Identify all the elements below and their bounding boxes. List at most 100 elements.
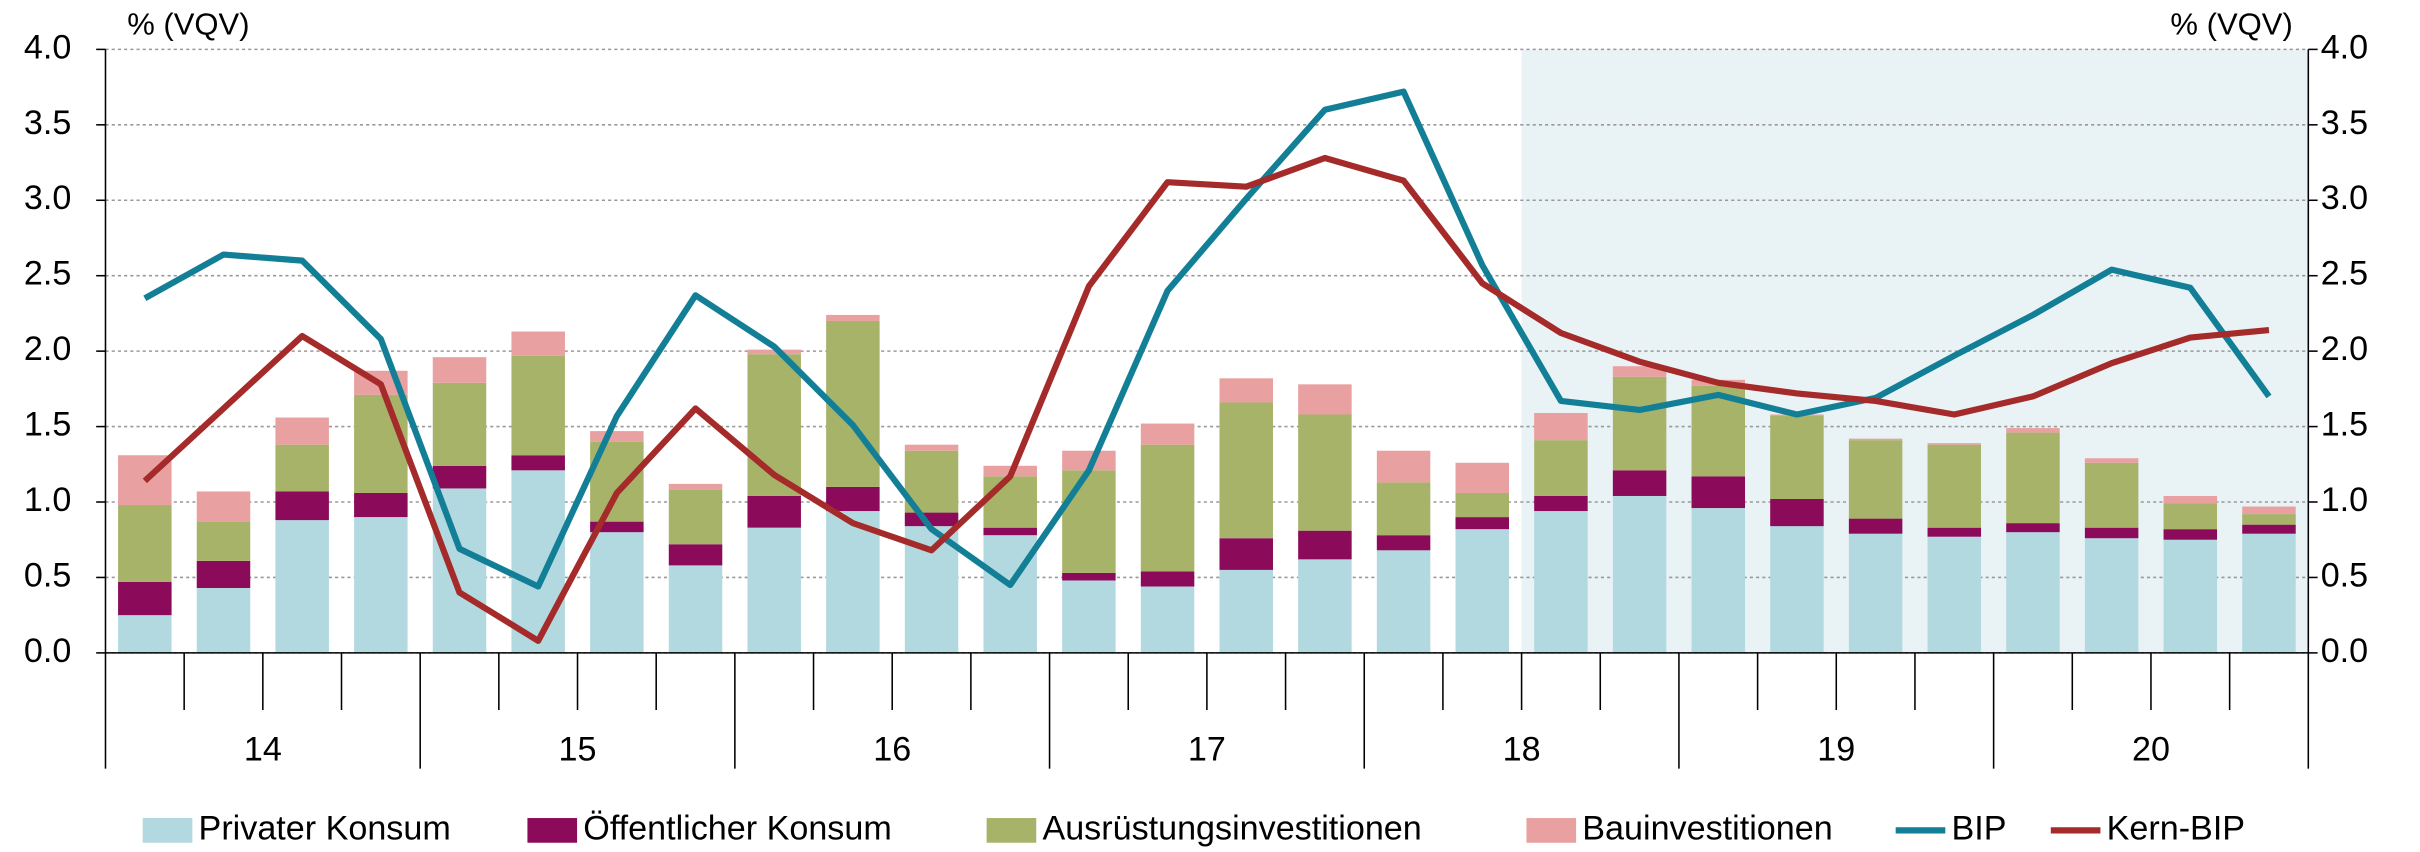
x-group-label: 16 bbox=[873, 731, 911, 769]
bar-segment bbox=[432, 465, 487, 489]
bar-segment bbox=[590, 532, 644, 653]
bar-segment bbox=[1062, 450, 1116, 471]
y2-tick-label: 4.0 bbox=[2321, 28, 2368, 66]
bar-segment bbox=[1848, 438, 1903, 441]
y-tick-label: 4.0 bbox=[24, 28, 71, 66]
bar-segment bbox=[118, 581, 172, 616]
y-tick-label: 3.0 bbox=[24, 179, 71, 217]
bar-segment bbox=[1219, 402, 1273, 539]
bar-segment bbox=[1612, 470, 1667, 496]
bar-segment bbox=[2242, 514, 2296, 525]
bar-segment bbox=[2006, 532, 2060, 653]
bar-segment bbox=[2163, 495, 2218, 504]
bar-segment bbox=[747, 527, 801, 653]
bar-segment bbox=[1691, 508, 1746, 653]
bar-segment bbox=[196, 560, 251, 589]
bar-segment bbox=[1298, 384, 1352, 415]
bar-segment bbox=[118, 505, 172, 582]
y2-tick-label: 2.0 bbox=[2321, 330, 2368, 368]
bar-segment bbox=[1376, 450, 1431, 483]
y2-tick-label: 3.5 bbox=[2321, 104, 2368, 142]
legend-label: Kern-BIP bbox=[2107, 809, 2245, 847]
bar-segment bbox=[2163, 529, 2218, 540]
bar-segment bbox=[511, 455, 565, 471]
y2-tick-label: 0.5 bbox=[2321, 556, 2368, 594]
legend-swatch bbox=[1526, 818, 1577, 843]
y2-tick-label: 1.0 bbox=[2321, 481, 2368, 519]
bar-segment bbox=[1140, 586, 1195, 653]
bar-segment bbox=[826, 314, 880, 321]
bar-segment bbox=[1848, 440, 1903, 519]
y2-tick-label: 0.0 bbox=[2321, 632, 2368, 670]
x-group-label: 14 bbox=[244, 731, 282, 769]
bar-segment bbox=[1455, 529, 1509, 653]
bar-segment bbox=[1455, 517, 1509, 530]
bar-segment bbox=[196, 521, 251, 561]
line-series bbox=[142, 154, 2270, 644]
bar-segment bbox=[1298, 414, 1352, 531]
y2-tick-label: 3.0 bbox=[2321, 179, 2368, 217]
bar-segment bbox=[1455, 462, 1509, 493]
bar-segment bbox=[1062, 572, 1116, 581]
bar-segment bbox=[354, 517, 408, 653]
bar-segment bbox=[1455, 492, 1509, 518]
bar-segment bbox=[747, 349, 801, 355]
bar-segment bbox=[668, 565, 723, 653]
x-group-label: 20 bbox=[2132, 731, 2170, 769]
bar-segment bbox=[1219, 378, 1273, 403]
bar-segment bbox=[983, 476, 1037, 528]
bar-segment bbox=[354, 394, 408, 493]
legend-label: Öffentlicher Konsum bbox=[583, 809, 891, 847]
bar-segment bbox=[1770, 526, 1824, 653]
bar-segment bbox=[1140, 423, 1195, 445]
bar-segment bbox=[1848, 533, 1903, 653]
bar-segment bbox=[1612, 376, 1667, 471]
legend-label: Bauinvestitionen bbox=[1582, 809, 1832, 847]
y2-axis-label: % (VQV) bbox=[2170, 6, 2292, 41]
bar-segment bbox=[2242, 506, 2296, 515]
bar-segment bbox=[2242, 533, 2296, 653]
bar-segment bbox=[1219, 569, 1273, 653]
bar-segment bbox=[590, 431, 644, 442]
bar-segment bbox=[2084, 527, 2139, 539]
bar-segment bbox=[1691, 476, 1746, 509]
y-axis-label: % (VQV) bbox=[127, 6, 249, 41]
legend-label: Ausrüstungsinvestitionen bbox=[1042, 809, 1421, 847]
legend-label: Privater Konsum bbox=[199, 809, 451, 847]
bar-segment bbox=[1219, 538, 1273, 570]
y-tick-label: 2.5 bbox=[24, 255, 71, 293]
bar-segment bbox=[2084, 538, 2139, 653]
bar-segment bbox=[1612, 495, 1667, 653]
bar-segment bbox=[826, 486, 880, 512]
y-tick-label: 1.0 bbox=[24, 481, 71, 519]
bar-segment bbox=[1534, 440, 1588, 496]
bar-segment bbox=[2163, 539, 2218, 653]
bar-segment bbox=[747, 495, 801, 528]
y-tick-label: 0.5 bbox=[24, 556, 71, 594]
y-tick-label: 2.0 bbox=[24, 330, 71, 368]
bar-segment bbox=[2084, 458, 2139, 463]
bar-segment bbox=[1376, 535, 1431, 551]
y-tick-label: 3.5 bbox=[24, 104, 71, 142]
bar-segment bbox=[2006, 432, 2060, 524]
bar-segment bbox=[826, 511, 880, 653]
bar-segment bbox=[1927, 527, 1982, 537]
bar-segment bbox=[1848, 518, 1903, 534]
bar-segment bbox=[432, 357, 487, 383]
legend-label: BIP bbox=[1952, 809, 2007, 847]
bar-segment bbox=[1534, 413, 1588, 441]
bar-segment bbox=[2163, 503, 2218, 530]
bar-segment bbox=[983, 527, 1037, 536]
bar-segment bbox=[1140, 444, 1195, 572]
bar-segment bbox=[354, 492, 408, 518]
y2-tick-label: 1.5 bbox=[2321, 406, 2368, 444]
bar-segment bbox=[2084, 462, 2139, 528]
bar-segment bbox=[432, 488, 487, 653]
bar-segment bbox=[275, 520, 329, 653]
x-group-label: 18 bbox=[1503, 731, 1541, 769]
bar-segment bbox=[1062, 580, 1116, 653]
y-tick-label: 0.0 bbox=[24, 632, 71, 670]
bar-segment bbox=[1376, 550, 1431, 653]
bar-segment bbox=[511, 470, 565, 653]
